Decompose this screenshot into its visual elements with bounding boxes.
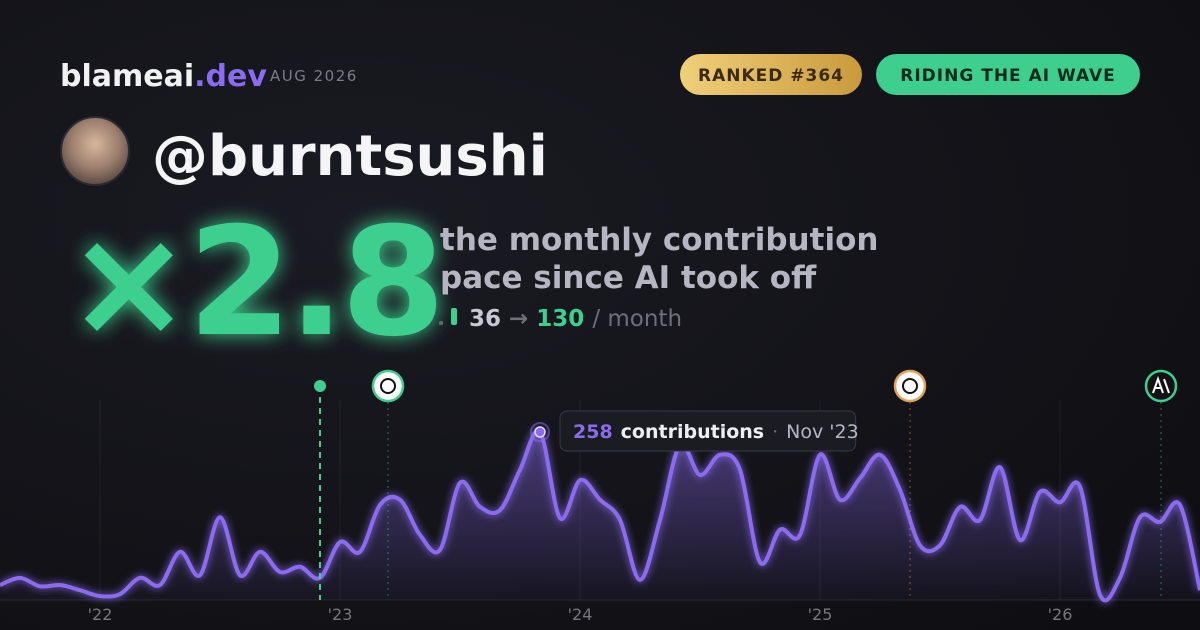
highlight-point <box>534 426 546 438</box>
ai-launch-dot <box>314 380 326 392</box>
pace-arrow: → <box>509 306 528 332</box>
tooltip-text: 258 contributions · Nov '23 <box>573 421 859 443</box>
pace-icon <box>439 321 443 325</box>
brand-tld: .dev <box>194 59 267 94</box>
highlight-ring <box>530 422 550 442</box>
x-tick-label: '25 <box>808 605 833 624</box>
tooltip-separator: · <box>772 421 778 443</box>
x-tick-label: '22 <box>88 605 113 624</box>
description-line: pace since AI took off <box>440 260 817 296</box>
event-icon <box>893 369 927 403</box>
tooltip-box <box>559 410 857 452</box>
date: AUG 2026 <box>270 67 358 85</box>
event-glyph <box>380 378 396 394</box>
brand-name: blameai <box>60 59 194 94</box>
tooltip: 258 contributions · Nov '23 <box>559 410 859 452</box>
pace-after: 130 <box>536 306 584 332</box>
event-glyph <box>1152 376 1170 394</box>
status-badge <box>876 54 1140 95</box>
line <box>0 428 1200 603</box>
x-tick-label: '23 <box>328 605 353 624</box>
tooltip-date: Nov '23 <box>786 421 859 443</box>
status-badge-text: RIDING THE AI WAVE <box>900 66 1115 86</box>
pace-before: 36 <box>469 306 501 332</box>
multiplier: ×2.8 <box>66 196 441 370</box>
pace-unit: / month <box>592 306 682 332</box>
pace-icon <box>451 308 457 325</box>
event-icon <box>371 369 405 403</box>
pace: 36 → 130 / month <box>469 306 682 332</box>
rank-badge <box>680 54 862 95</box>
chart: '22 '23 '24 '25 '26 258 contributions · Nov '23 <box>0 400 1200 624</box>
tooltip-value: 258 <box>573 421 613 443</box>
event-glyph <box>902 378 918 394</box>
avatar <box>60 116 130 186</box>
handle: @burntsushi <box>152 124 548 189</box>
tooltip-label: contributions <box>621 421 764 443</box>
x-tick-label: '24 <box>568 605 593 624</box>
x-tick-label: '26 <box>1048 605 1073 624</box>
rank-badge-text: RANKED #364 <box>698 66 844 86</box>
event-markers <box>371 369 1178 600</box>
description-line: the monthly contribution <box>440 222 878 258</box>
area <box>0 430 1200 601</box>
brand: blameai.dev <box>60 59 267 94</box>
